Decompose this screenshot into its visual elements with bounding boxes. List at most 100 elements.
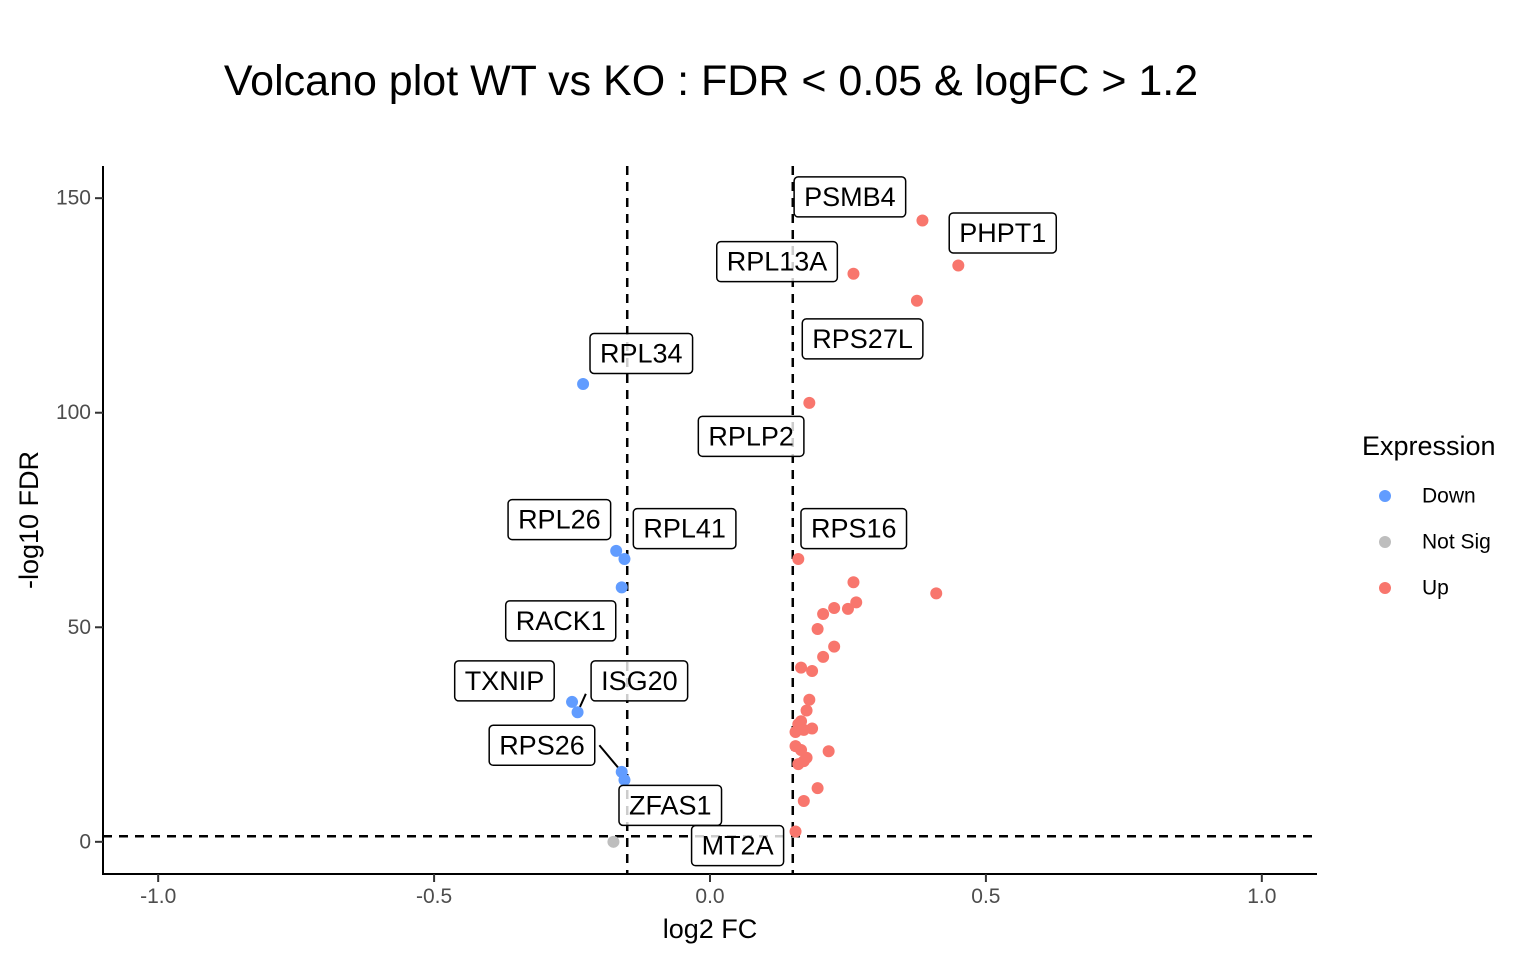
- point-up-6: [847, 576, 860, 589]
- gene-label-text-rpl26: RPL26: [518, 505, 601, 535]
- gene-label-rpl26: RPL26: [507, 498, 612, 541]
- point-up-26: [822, 745, 835, 758]
- chart-title: Volcano plot WT vs KO : FDR < 0.05 & log…: [224, 57, 1198, 105]
- point-down-1: [610, 544, 623, 557]
- point-up-7: [930, 587, 943, 600]
- gene-label-rps27l: RPS27L: [801, 318, 924, 360]
- legend-label-down: Down: [1422, 485, 1476, 508]
- threshold-lines: [103, 166, 1317, 874]
- legend-key-not-sig: [1379, 536, 1391, 548]
- point-up-30: [811, 782, 824, 795]
- gene-label-text-mt2a: MT2A: [702, 831, 774, 861]
- point-up-5: [792, 553, 805, 566]
- gene-label-box-zfas1: [618, 784, 723, 827]
- point-up-2: [847, 267, 860, 280]
- legend-label-not-sig: Not Sig: [1422, 531, 1491, 554]
- gene-label-rpl34: RPL34: [589, 332, 694, 375]
- gene-label-box-rack1: [504, 600, 617, 642]
- y-axis-title: -log10 FDR: [14, 451, 44, 589]
- gene-label-rps26: RPS26: [488, 724, 596, 767]
- gene-label-rpl13a: RPL13A: [716, 240, 839, 283]
- legend-title: Expression: [1362, 431, 1496, 461]
- gene-label-box-psmb4: [793, 176, 907, 218]
- gene-label-text-rpl34: RPL34: [600, 339, 683, 369]
- gene-label-box-isg20: [590, 660, 689, 702]
- gene-label-text-rps27l: RPS27L: [812, 324, 913, 354]
- gene-labels: PSMB4 PHPT1 RPL13A RPS27L RPL34 RPLP2 RPL26 RPL…: [453, 176, 1058, 867]
- point-down-4: [566, 695, 579, 708]
- gene-label-text-rpl13a: RPL13A: [727, 247, 828, 277]
- point-up-12: [811, 622, 824, 635]
- gene-label-rpl41: RPL41: [632, 507, 737, 550]
- x-tick-label-4: 1.0: [1247, 885, 1276, 908]
- gene-label-box-mt2a: [690, 824, 785, 867]
- gene-label-txnip: TXNIP: [453, 660, 555, 702]
- gene-label-text-rps26: RPS26: [499, 730, 585, 760]
- gene-label-box-rps16: [800, 507, 908, 550]
- gene-label-box-txnip: [453, 660, 555, 702]
- point-up-8: [850, 596, 863, 609]
- gene-label-box-rplp2: [697, 415, 805, 458]
- point-up-0: [916, 214, 929, 227]
- gene-label-box-rps27l: [801, 318, 924, 360]
- gene-label-rplp2: RPLP2: [697, 415, 805, 458]
- x-tick-label-2: 0.0: [695, 885, 724, 908]
- x-tick-label-0: -1.0: [140, 885, 176, 908]
- gene-label-box-rpl26: [507, 498, 612, 541]
- legend-key-up: [1379, 582, 1391, 594]
- gene-label-mt2a: MT2A: [690, 824, 785, 867]
- point-down-3: [615, 581, 628, 594]
- y-tick-label-1: 50: [68, 616, 91, 639]
- gene-label-text-phpt1: PHPT1: [959, 218, 1046, 248]
- legend-key-down: [1379, 490, 1391, 502]
- gene-label-box-rpl13a: [716, 240, 839, 283]
- gene-label-text-zfas1: ZFAS1: [629, 790, 712, 820]
- y-tick-label-0: 0: [79, 830, 91, 853]
- point-up-9: [828, 601, 841, 614]
- x-axis-ticks: -1.0 -0.5 0.0 0.5 1.0: [140, 874, 1276, 908]
- gene-label-zfas1: ZFAS1: [618, 784, 723, 827]
- x-tick-label-3: 0.5: [971, 885, 1000, 908]
- gene-label-box-phpt1: [948, 212, 1058, 254]
- gene-label-box-rpl34: [589, 332, 694, 375]
- point-down-7: [618, 774, 631, 787]
- gene-label-text-rps16: RPS16: [811, 514, 897, 544]
- gene-label-text-txnip: TXNIP: [465, 666, 545, 696]
- point-up-14: [817, 650, 830, 663]
- point-up-10: [841, 602, 854, 615]
- point-up-18: [800, 704, 813, 717]
- gene-label-rps16: RPS16: [800, 507, 908, 550]
- legend-label-up: Up: [1422, 577, 1449, 600]
- gene-label-text-rplp2: RPLP2: [708, 421, 794, 451]
- point-up-32: [789, 825, 802, 838]
- gene-label-text-rpl41: RPL41: [643, 514, 726, 544]
- point-up-11: [817, 607, 830, 620]
- point-up-29: [792, 758, 805, 771]
- point-up-23: [789, 725, 802, 738]
- point-down-0: [577, 377, 590, 390]
- point-up-3: [910, 294, 923, 307]
- y-axis-ticks: 0 50 100 150: [56, 187, 103, 853]
- point-up-16: [806, 665, 819, 678]
- y-tick-label-2: 100: [56, 401, 91, 424]
- gene-label-psmb4: PSMB4: [793, 176, 907, 218]
- gene-label-text-rack1: RACK1: [516, 606, 606, 636]
- gene-label-text-psmb4: PSMB4: [804, 182, 896, 212]
- gene-label-phpt1: PHPT1: [948, 212, 1058, 254]
- y-tick-label-3: 150: [56, 187, 91, 210]
- data-points: [566, 214, 965, 848]
- point-up-17: [803, 693, 816, 706]
- point-up-31: [797, 795, 810, 808]
- gene-label-isg20: ISG20: [590, 660, 689, 702]
- point-not-sig-0: [607, 835, 620, 848]
- x-axis-title: log2 FC: [663, 914, 758, 944]
- point-up-13: [828, 640, 841, 653]
- legend: Expression Down Not Sig Up: [1362, 431, 1496, 600]
- gene-label-box-rps26: [488, 724, 596, 767]
- point-up-4: [803, 396, 816, 409]
- gene-label-box-rpl41: [632, 507, 737, 550]
- point-down-2: [618, 553, 631, 566]
- gene-label-text-isg20: ISG20: [601, 666, 678, 696]
- x-tick-label-1: -0.5: [416, 885, 452, 908]
